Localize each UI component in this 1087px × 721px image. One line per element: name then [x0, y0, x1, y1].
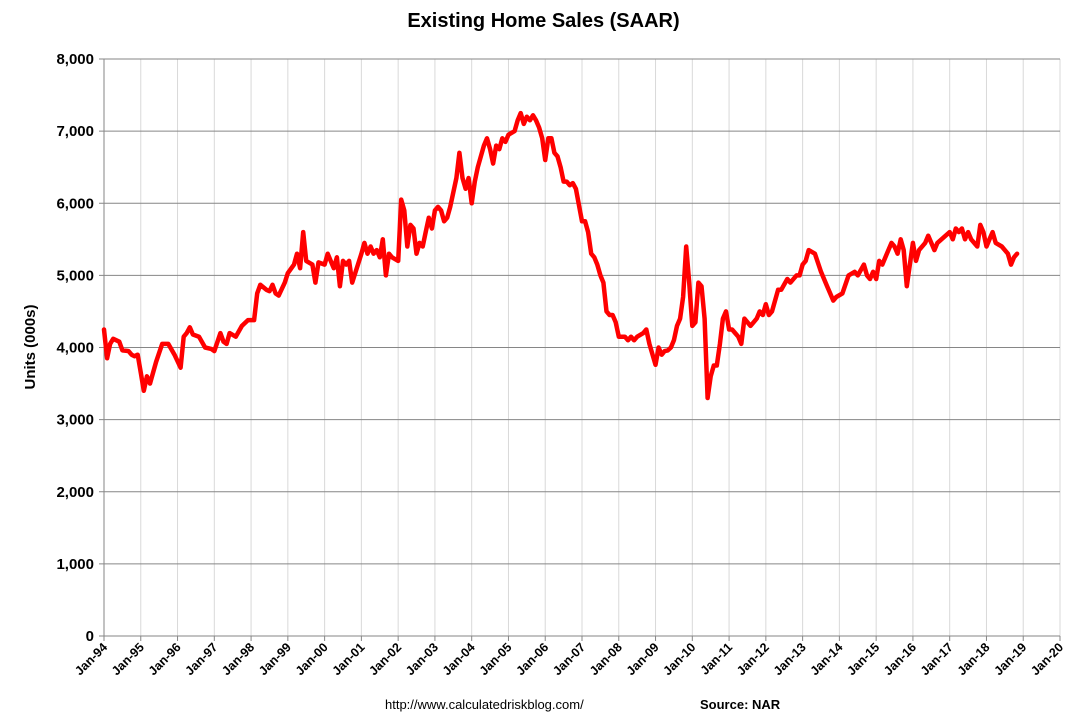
y-tick-label: 2,000 — [56, 484, 94, 501]
y-tick-label: 6,000 — [56, 195, 94, 212]
series-line-0 — [101, 110, 1020, 401]
y-tick-label: 0 — [86, 628, 94, 645]
y-tick-label: 7,000 — [56, 123, 94, 140]
y-tick-label: 4,000 — [56, 340, 94, 357]
y-tick-label: 5,000 — [56, 267, 94, 284]
y-tick-label: 1,000 — [56, 556, 94, 573]
series-layer — [101, 110, 1020, 401]
y-tick-label: 3,000 — [56, 412, 94, 429]
source-credit: Source: NAR — [700, 697, 781, 712]
chart-title: Existing Home Sales (SAAR) — [407, 10, 679, 32]
source-url: http://www.calculatedriskblog.com/ — [385, 697, 584, 712]
y-tick-labels: 0 1,000 2,000 3,000 4,000 5,000 6,000 7,000 8,00… — [56, 51, 94, 645]
y-axis-label: Units (000s) — [22, 304, 39, 389]
y-tick-label: 8,000 — [56, 51, 94, 68]
